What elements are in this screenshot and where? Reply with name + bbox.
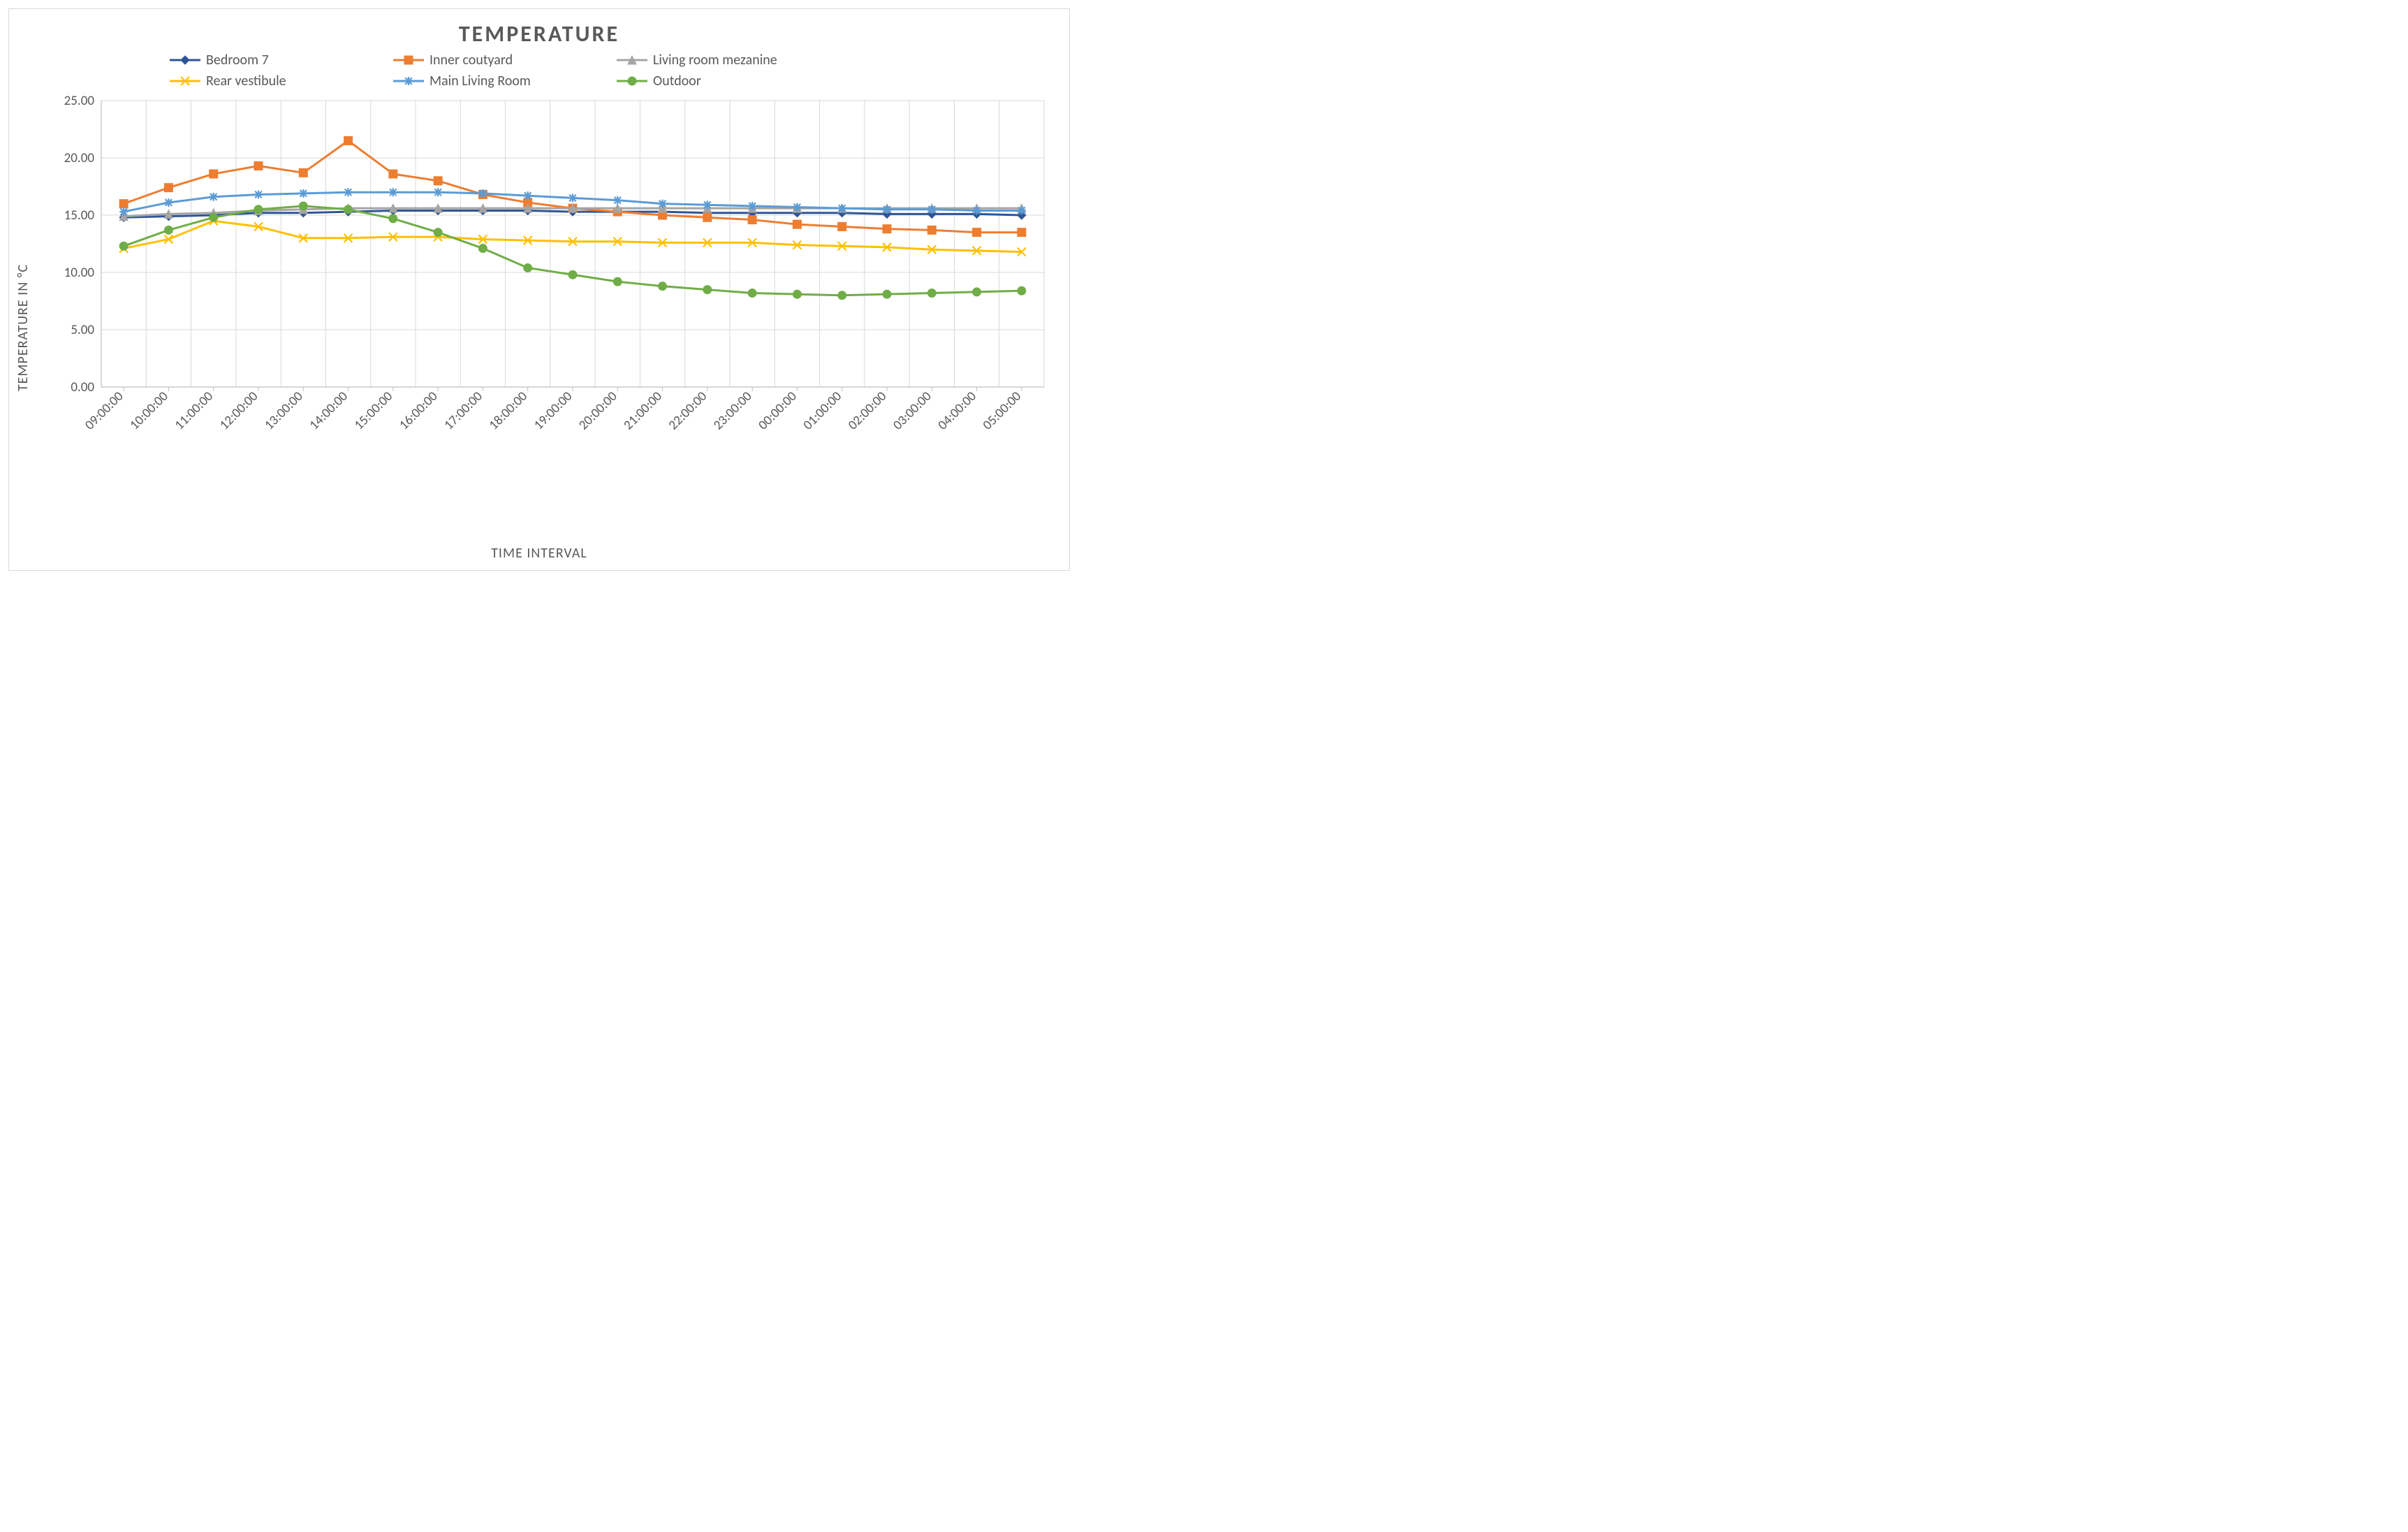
- x-tick-label: 11:00:00: [172, 388, 217, 434]
- svg-text:20.00: 20.00: [64, 150, 95, 166]
- x-tick-label: 00:00:00: [755, 388, 800, 434]
- svg-text:25.00: 25.00: [64, 94, 95, 109]
- x-tick-label: 17:00:00: [441, 388, 486, 434]
- legend-label: Inner coutyard: [430, 52, 513, 68]
- x-tick-label: 21:00:00: [621, 388, 666, 434]
- x-tick-label: 05:00:00: [980, 388, 1025, 434]
- x-tick-label: 15:00:00: [351, 388, 397, 434]
- legend-item: Inner coutyard: [393, 52, 568, 68]
- legend-marker-icon: [617, 53, 647, 67]
- x-tick-label: 02:00:00: [845, 388, 890, 434]
- legend-marker-icon: [393, 74, 424, 88]
- legend-item: Outdoor: [617, 73, 791, 89]
- legend-marker-icon: [170, 74, 200, 88]
- chart-container: TEMPERATURE Bedroom 7 Inner coutyard Livin…: [8, 8, 1070, 571]
- x-tick-label: 23:00:00: [710, 388, 756, 434]
- legend-label: Outdoor: [653, 73, 701, 89]
- x-tick-label: 01:00:00: [800, 388, 846, 434]
- legend-item: Bedroom 7: [170, 52, 344, 68]
- svg-text:15.00: 15.00: [64, 207, 95, 224]
- svg-text:10.00: 10.00: [64, 265, 95, 281]
- x-tick-label: 19:00:00: [531, 388, 576, 434]
- plot-area-wrapper: TEMPERATURE IN °C 0.00 5.00 10.00 15.00 20.0…: [17, 94, 1061, 562]
- legend: Bedroom 7 Inner coutyard Living room mezan…: [170, 52, 819, 89]
- legend-item: Rear vestibule: [170, 73, 344, 89]
- x-tick-label: 03:00:00: [890, 388, 935, 434]
- svg-text:5.00: 5.00: [71, 322, 94, 338]
- legend-marker-icon: [617, 74, 647, 88]
- x-tick-label: 16:00:00: [396, 388, 441, 434]
- y-axis-title: TEMPERATURE IN °C: [15, 264, 31, 391]
- x-axis-title: TIME INTERVAL: [17, 545, 1061, 562]
- line-chart-plot: 0.005.0010.0015.0020.0025.0009:00:0010:0…: [17, 94, 1058, 541]
- svg-text:0.00: 0.00: [71, 379, 94, 395]
- x-tick-label: 22:00:00: [666, 388, 711, 434]
- legend-label: Bedroom 7: [206, 52, 269, 68]
- chart-title: TEMPERATURE: [17, 20, 1061, 48]
- legend-marker-icon: [393, 53, 424, 67]
- legend-label: Rear vestibule: [206, 73, 286, 89]
- legend-label: Living room mezanine: [653, 52, 777, 68]
- x-tick-label: 10:00:00: [126, 388, 172, 434]
- x-tick-label: 13:00:00: [261, 388, 307, 434]
- x-tick-label: 12:00:00: [216, 388, 262, 434]
- x-tick-label: 20:00:00: [575, 388, 621, 434]
- x-tick-label: 18:00:00: [486, 388, 531, 434]
- legend-label: Main Living Room: [430, 73, 531, 89]
- legend-marker-icon: [170, 53, 200, 67]
- x-tick-label: 14:00:00: [307, 388, 352, 434]
- legend-item: Living room mezanine: [617, 52, 791, 68]
- legend-item: Main Living Room: [393, 73, 568, 89]
- x-tick-label: 04:00:00: [935, 388, 981, 434]
